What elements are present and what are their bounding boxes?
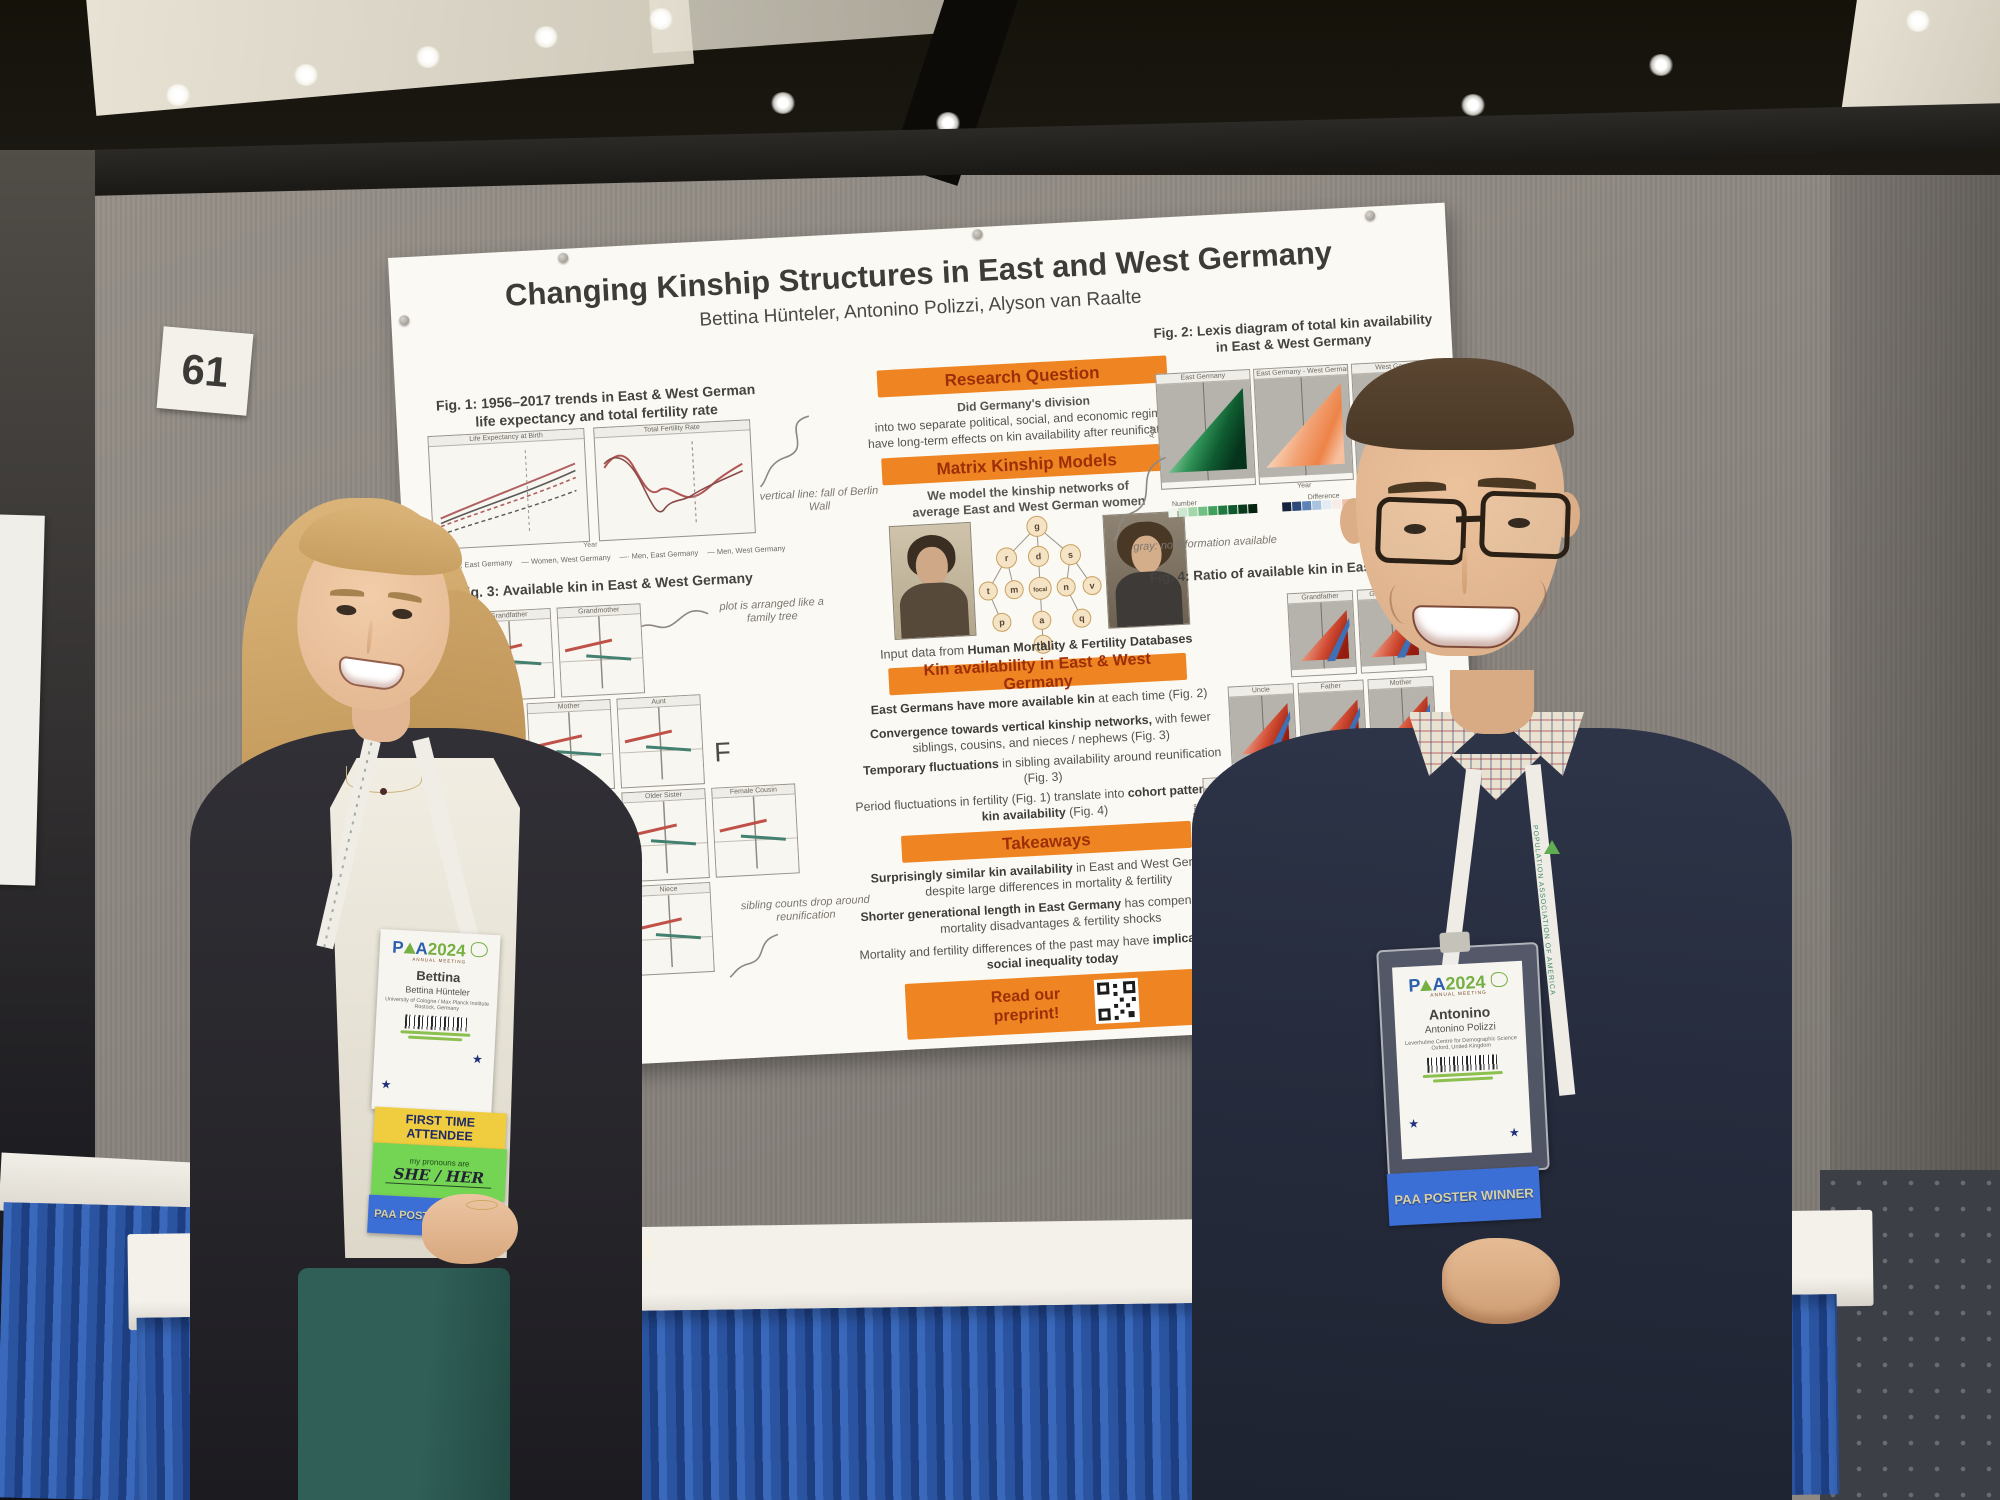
kin-node-label: m [1010,584,1019,594]
wall-right-shadow [1830,120,2000,1300]
annotation-squiggle [759,415,810,488]
ribbon-yellow-text: FIRST TIME ATTENDEE [405,1112,476,1144]
kin-node-label: a [1039,615,1046,625]
bettina-badge: P A2024 ANNUAL MEETING Bettina Bettina Hü… [371,928,501,1116]
antonino-hair [1346,358,1574,450]
person-bettina: P A2024 ANNUAL MEETING Bettina Bettina Hü… [170,470,690,1500]
star-icon: ★ [1407,1116,1420,1131]
ceiling-spotlight [1460,94,1486,116]
ceiling-spotlight [533,26,559,48]
kin-node-label: r [1005,553,1010,563]
badge-clip [1439,931,1471,954]
antonino-smile [1411,605,1521,649]
ceiling-spotlight [1905,10,1931,32]
ceiling-spotlight [1648,54,1674,76]
antonino-badge-card: P A2024 ANNUAL MEETING Antonino Antonino … [1392,960,1532,1160]
ohio-outline-icon [1489,971,1508,988]
kin-node-label: q [1079,613,1085,623]
room-number-card: 61 [156,326,254,416]
preprint-label: Read our preprint! [990,985,1061,1026]
antonino-neck [1450,670,1534,734]
ceiling-spotlight [415,46,441,68]
ceiling-spotlight [648,8,674,30]
fig3-annotation-bottom: sibling counts drop around reunification [740,893,871,924]
ceiling-spotlight [770,92,796,114]
annotation-squiggle [729,933,779,978]
annotation-squiggle [1113,456,1166,542]
kin-node-label: n [1063,582,1069,592]
kin-node-label: g [1034,521,1040,531]
antonino-eye-left [1404,524,1426,534]
photo1-face [914,546,949,588]
antonino-eye-right [1508,518,1530,528]
kin-node-label: b [1040,639,1047,649]
kin-node-label: v [1089,580,1095,590]
bettina-smile [336,655,406,693]
badge-barcode [1426,1054,1498,1073]
fig3-panel: Female Cousin [711,783,800,878]
bettina-eyebrow-right [387,590,423,604]
antonino-nose [1462,548,1467,594]
bettina-nose [365,619,374,654]
fig1-panel-life-expectancy: Life Expectancy at Birth [427,427,591,551]
person-antonino: POPULATION ASSOCIATION OF AMERICA P A2024… [1150,340,1830,1500]
ohio-outline-icon [470,941,488,958]
research-poster: Changing Kinship Structures in East and … [388,202,1488,1075]
room-number: 61 [179,345,231,396]
ribbon-green-handwriting: SHE / HER [385,1164,493,1189]
push-pin [972,228,983,240]
star-icon: ★ [1508,1125,1520,1140]
ribbon-poster-winner: PAA POSTER WINNER [1386,1166,1542,1226]
kin-node-label: s [1068,550,1074,560]
paa-logo-a: A [415,938,429,959]
paa-logo-p: P [391,937,405,958]
kin-node-label: t [986,586,990,596]
star-icon: ★ [471,1051,484,1067]
fig3-annotation-top: plot is arranged like a family tree [719,595,825,625]
badge-barcode [404,1014,468,1032]
kin-node-label: focal [1033,587,1048,594]
bettina-pants [298,1268,510,1500]
fig3-stray-mark: F [713,736,732,768]
lanyard-logo-triangle [1544,840,1560,854]
photo-east-german-woman [888,521,977,641]
legend-item: — Men, West Germany [707,543,786,557]
paa-logo-triangle [403,942,416,954]
paa-logo-p: P [1407,975,1422,996]
bettina-eyebrow-left [330,588,365,597]
photo1-shoulders [898,581,970,639]
push-pin [557,252,569,264]
preprint-banner: Read our preprint! [904,968,1206,1040]
ceiling-spotlight [165,84,191,106]
qr-code [1093,977,1140,1024]
bettina-eye-left [335,604,357,617]
fig1-panel2-lines [603,441,743,526]
ribbon-blue-text: PAA POSTER WINNER [1393,1184,1535,1208]
fig1-panel1-lines [440,450,577,536]
glasses-bridge [1455,515,1485,523]
kinship-tree-diagram: g r d s t m focal n v p a q b [978,515,1102,654]
kin-node-label: p [999,617,1006,627]
bettina-bracelet [466,1200,498,1210]
star-icon: ★ [380,1077,392,1092]
ceiling-spotlight [293,64,319,86]
ribbon-pronouns: my pronouns are SHE / HER [370,1142,508,1202]
antonino-badge-holder: P A2024 ANNUAL MEETING Antonino Antonino … [1376,931,1550,1179]
bettina-eye-right [391,607,413,620]
kin-node-label: d [1035,551,1041,561]
bettina-pendant [380,788,387,795]
antonino-hands [1442,1238,1560,1324]
fig1-panel-fertility: Total Fertility Rate [593,419,756,542]
push-pin [1364,210,1376,221]
